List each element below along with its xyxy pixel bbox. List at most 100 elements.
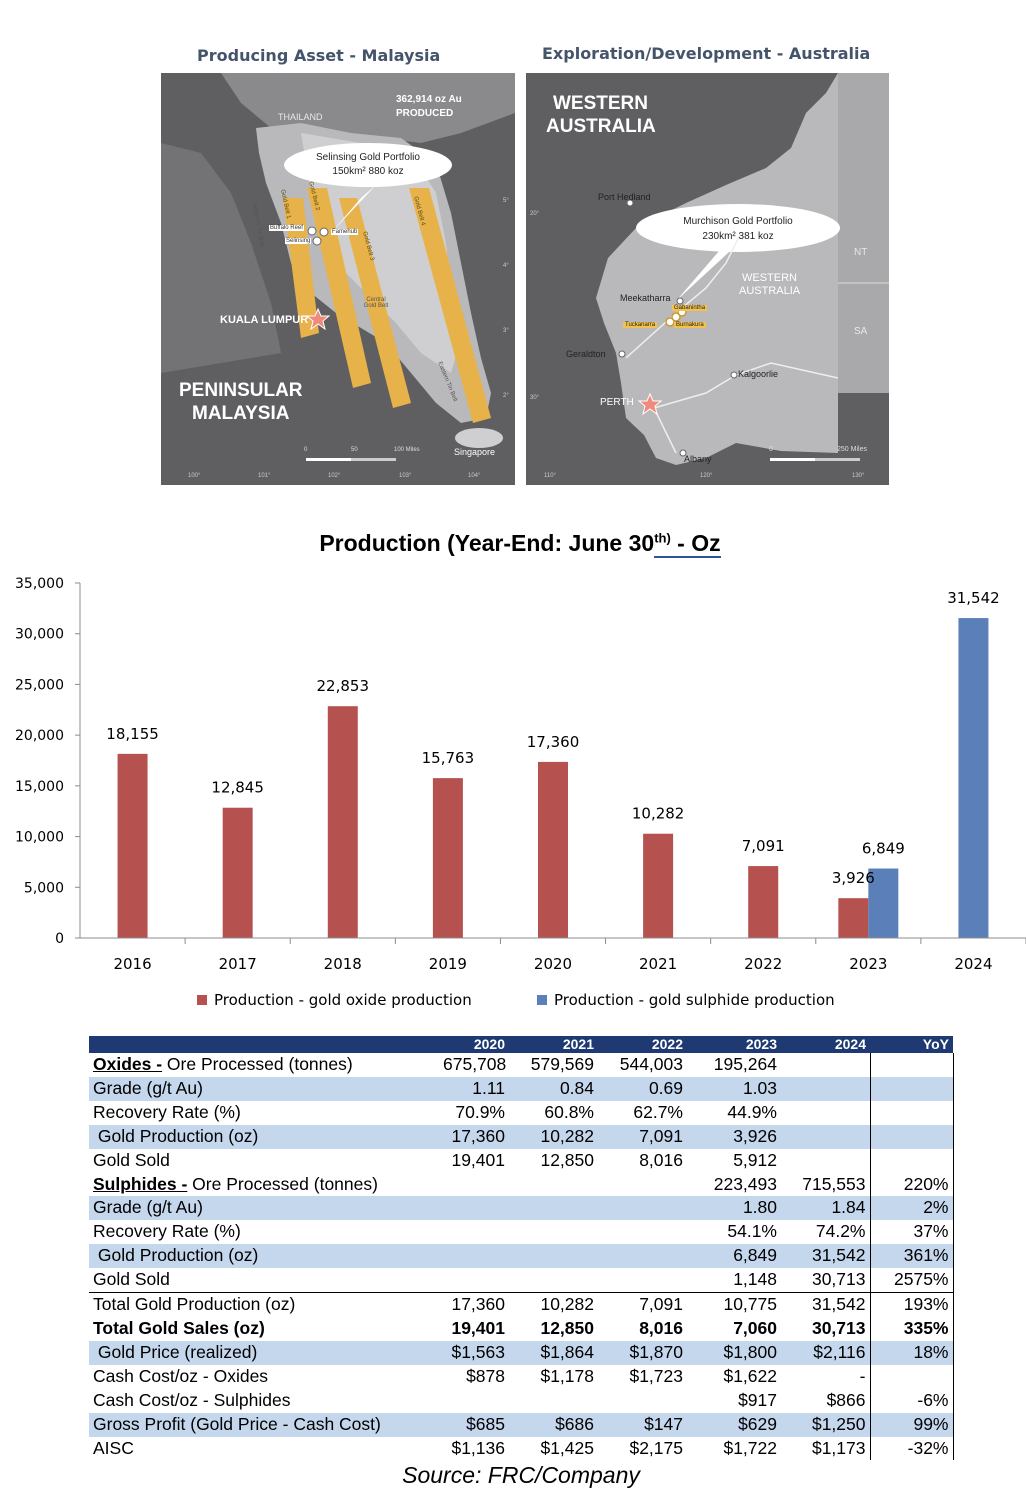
row-label: Cash Cost/oz - Sulphides [89, 1389, 439, 1413]
row-label-text: Gold Sold [93, 1269, 170, 1290]
cell-2023: $1,722 [723, 1437, 777, 1458]
cell-2023: $629 [687, 1412, 781, 1437]
lat-tick-2: 2° [503, 393, 509, 399]
cell-2024 [781, 1148, 871, 1173]
cell-2024 [781, 1076, 871, 1101]
label-burnakura: Burnakura [674, 322, 706, 328]
legend-swatch-sulphide [537, 995, 547, 1005]
cell-yoy: 37% [870, 1220, 954, 1245]
row-label-text: Recovery Rate (%) [93, 1101, 241, 1122]
callout-selinsing-line1: Selinsing Gold Portfolio [316, 152, 420, 163]
data-label: 6,849 [862, 840, 905, 858]
table-row: Gold Price (realized) $1,563 $1,864 $1,870 $… [89, 1340, 954, 1365]
cell-2024: $1,173 [781, 1436, 871, 1461]
cell-2023: 7,060 [733, 1317, 777, 1338]
data-label: 12,845 [211, 779, 264, 797]
label-produced-value: 362,914 oz Au [396, 94, 462, 105]
cell-2021: 12,850 [540, 1317, 594, 1338]
table-row: Gold Production (oz) 17,360 10,282 7,091 3,9… [89, 1124, 954, 1149]
table-header-label [89, 1036, 439, 1053]
cell-2020 [439, 1389, 509, 1413]
cell-2023: 1.03 [687, 1076, 781, 1101]
legend: Production - gold oxide production Produc… [197, 991, 835, 1009]
cell-yoy [870, 1053, 954, 1077]
cell-2020: 1.11 [439, 1076, 509, 1101]
callout-murchison-line1: Murchison Gold Portfolio [683, 216, 793, 227]
cell-2022 [598, 1220, 687, 1244]
cell-yoy: 220% [870, 1172, 954, 1197]
cell-2023: 3,926 [687, 1124, 781, 1149]
chart-title-underline: th) [654, 530, 671, 558]
data-label: 10,282 [632, 805, 685, 823]
cell-2021: 0.84 [509, 1076, 598, 1101]
row-label: Sulphides - Ore Processed (tonnes) [89, 1173, 439, 1197]
row-label-text: Total Gold Production (oz) [93, 1294, 296, 1315]
lon-tick-100: 100° [188, 473, 201, 479]
row-label: Gold Price (realized) [89, 1340, 439, 1365]
cell-2023: 6,849 [687, 1244, 781, 1269]
cell-yoy: 193% [870, 1292, 954, 1317]
label-tuckanarra: Tuckanarra [623, 322, 658, 328]
row-label-text: Gold Price (realized) [93, 1341, 258, 1362]
cell-2020 [439, 1268, 509, 1292]
cell-2024: $2,116 [781, 1340, 871, 1365]
cell-2020: 19,401 [451, 1149, 505, 1170]
row-label-text: Grade (g/t Au) [93, 1077, 203, 1098]
row-label-text: Recovery Rate (%) [93, 1221, 241, 1242]
data-label: 3,926 [832, 869, 875, 887]
row-label: Oxides - Ore Processed (tonnes) [89, 1053, 439, 1077]
row-label: Grade (g/t Au) [89, 1196, 439, 1221]
table-row: Gold Sold 1,148 30,713 2575% [89, 1268, 954, 1293]
cell-yoy: -32% [870, 1436, 954, 1461]
cell-yoy: 2575% [870, 1268, 954, 1293]
cell-2023: 54.1% [727, 1221, 777, 1242]
bar-sulphide-2024 [958, 618, 989, 938]
x-tick-label: 2023 [849, 955, 887, 973]
row-label-text: Gold Production (oz) [93, 1125, 259, 1146]
bar-oxide-2022 [748, 866, 779, 938]
row-label-text: Total Gold Sales (oz) [93, 1317, 265, 1338]
cell-2021: 12,850 [540, 1149, 594, 1170]
label-australia: AUSTRALIA [546, 116, 656, 137]
label-selinsing: Selinsing [285, 238, 312, 244]
table-row: Gold Production (oz) 6,849 31,542 361% [89, 1244, 954, 1269]
bar-oxide-2020 [538, 761, 568, 938]
table-row: Total Gold Production (oz) 17,360 10,282 7,… [89, 1292, 954, 1317]
callout-selinsing-line2: 150km² 880 koz [332, 166, 404, 177]
table-row: Grade (g/t Au) 1.11 0.84 0.69 1.03 [89, 1076, 954, 1101]
lat-tick-5: 5° [503, 198, 509, 204]
bar-oxide-2021 [643, 833, 674, 938]
cell-yoy [870, 1076, 954, 1101]
table-header-row: 2020 2021 2022 2023 2024 YoY [89, 1036, 953, 1053]
value-labels: 18,155 12,845 22,853 15,763 17,360 10,282 7,09… [106, 589, 999, 887]
chart-title-sup: th) [654, 530, 671, 546]
cell-2024: 31,542 [781, 1292, 871, 1317]
cell-2023: 44.9% [727, 1101, 777, 1122]
x-tick-label: 2016 [113, 955, 151, 973]
table-header-2022: 2022 [598, 1036, 687, 1053]
cell-2021 [509, 1389, 598, 1413]
row-label: AISC [89, 1437, 439, 1461]
cell-yoy: 99% [870, 1412, 954, 1437]
production-table: 2020 2021 2022 2023 2024 YoY Oxides - Or… [89, 1036, 954, 1461]
cell-2021 [509, 1244, 598, 1269]
cell-2024: - [781, 1364, 871, 1389]
cell-2024: 30,713 [781, 1268, 871, 1293]
data-label: 22,853 [317, 677, 370, 695]
table-body: Oxides - Ore Processed (tonnes) 675,708 57… [89, 1053, 954, 1461]
cell-2023: 223,493 [713, 1173, 777, 1194]
y-axis: 0 5,000 10,000 15,000 20,000 25,000 30,000 35,0… [15, 576, 81, 947]
cell-2024: 1.84 [781, 1196, 871, 1221]
cell-2022 [598, 1268, 687, 1292]
row-label-text: Cash Cost/oz - Sulphides [93, 1389, 291, 1410]
cell-2022: 8,016 [639, 1317, 683, 1338]
row-label-text: Gold Production (oz) [93, 1245, 259, 1266]
label-port-hedland: Port Hedland [598, 192, 651, 202]
table-row: AISC $1,136 $1,425 $2,175 $1,722 $1,173 -32% [89, 1436, 954, 1461]
data-label: 17,360 [527, 733, 580, 751]
table-header-2020: 2020 [439, 1036, 509, 1053]
bar-oxide-2023 [838, 898, 869, 938]
row-label-text: Gold Sold [93, 1149, 170, 1170]
cell-2023: 10,775 [687, 1292, 781, 1317]
table-row: Gross Profit (Gold Price - Cash Cost) $68… [89, 1412, 954, 1437]
